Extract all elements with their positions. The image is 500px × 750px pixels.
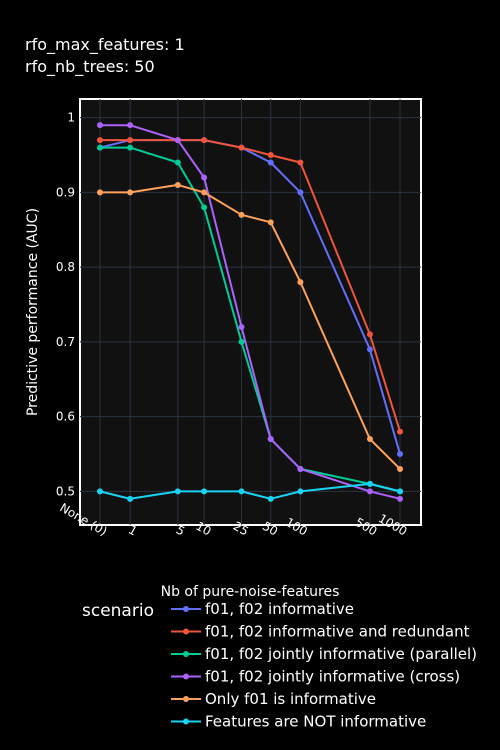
y-tick-label: 0.6 — [56, 410, 75, 424]
series-1 — [97, 137, 403, 435]
data-point — [238, 144, 245, 151]
series-5 — [97, 480, 403, 502]
data-point — [267, 152, 274, 159]
legend-swatch-marker — [183, 606, 189, 612]
plot-area — [79, 98, 422, 526]
legend-item: f01, f02 informative — [171, 600, 354, 618]
legend-item: f01, f02 informative and redundant — [171, 623, 470, 641]
data-point — [201, 174, 208, 181]
data-point — [397, 451, 403, 457]
data-point — [238, 338, 245, 345]
data-point — [238, 323, 245, 330]
data-point — [397, 465, 403, 472]
legend-swatch-marker — [183, 696, 189, 702]
data-point — [397, 428, 403, 435]
legend-item: Only f01 is informative — [171, 690, 376, 708]
data-point — [297, 279, 304, 286]
data-point — [397, 488, 403, 495]
data-point — [97, 122, 103, 129]
data-point — [201, 488, 208, 495]
data-point — [127, 495, 134, 502]
legend-label: f01, f02 jointly informative (parallel) — [205, 645, 477, 663]
y-tick-label: 0.8 — [56, 260, 75, 274]
y-axis-ticks: 0.5 0.6 0.7 0.8 0.9 1 — [56, 111, 75, 499]
data-point — [127, 144, 134, 151]
data-point — [97, 137, 103, 144]
legend-item: f01, f02 jointly informative (parallel) — [171, 645, 477, 663]
data-point — [174, 137, 181, 144]
series-layer — [97, 122, 403, 502]
grid — [80, 99, 421, 525]
legend-item: Features are NOT informative — [171, 713, 426, 731]
data-point — [297, 189, 304, 196]
data-point — [174, 159, 181, 166]
y-axis-title: Predictive performance (AUC) — [25, 208, 41, 416]
legend-label: f01, f02 informative and redundant — [205, 623, 470, 641]
data-point — [366, 436, 373, 443]
y-tick-label: 0.5 — [56, 484, 75, 498]
legend-label: f01, f02 informative — [205, 600, 354, 618]
data-point — [297, 159, 304, 166]
y-tick-label: 1 — [67, 111, 75, 125]
legend-title: scenario — [82, 601, 154, 621]
legend-swatch-marker — [183, 718, 189, 725]
data-point — [267, 159, 274, 166]
legend-label: Features are NOT informative — [205, 713, 426, 731]
data-point — [238, 488, 245, 495]
chart-title: rfo_max_features: 1 rfo_nb_trees: 50 — [25, 35, 185, 77]
data-point — [267, 436, 274, 443]
legend-label: Only f01 is informative — [205, 690, 376, 708]
data-point — [201, 204, 208, 211]
x-tick-label: 25 — [231, 519, 251, 539]
legend-swatch-marker — [183, 651, 189, 657]
data-point — [97, 189, 103, 196]
data-point — [366, 331, 373, 338]
y-tick-label: 0.9 — [56, 185, 75, 199]
data-point — [366, 488, 373, 495]
legend-swatch-marker — [183, 673, 189, 680]
data-point — [127, 137, 134, 144]
data-point — [297, 488, 304, 495]
data-point — [267, 219, 274, 226]
legend: scenario f01, f02 informative f01, f02 in… — [82, 600, 477, 731]
data-point — [397, 495, 403, 502]
legend-item: f01, f02 jointly informative (cross) — [171, 668, 460, 686]
title-line-2: rfo_nb_trees: 50 — [25, 57, 155, 77]
x-tick-label: 10 — [193, 519, 213, 539]
x-axis-title: Nb of pure-noise-features — [161, 584, 340, 600]
data-point — [201, 189, 208, 196]
data-point — [201, 137, 208, 144]
title-line-1: rfo_max_features: 1 — [25, 35, 185, 55]
legend-swatch-marker — [183, 628, 189, 635]
series-4 — [97, 181, 403, 472]
data-point — [267, 495, 274, 502]
series-3 — [97, 122, 403, 502]
data-point — [174, 181, 181, 188]
data-point — [174, 488, 181, 495]
data-point — [127, 189, 134, 196]
data-point — [366, 346, 373, 353]
data-point — [366, 480, 373, 487]
data-point — [297, 465, 304, 472]
data-point — [127, 122, 134, 129]
data-point — [97, 144, 103, 151]
legend-label: f01, f02 jointly informative (cross) — [205, 668, 460, 686]
data-point — [238, 211, 245, 218]
y-tick-label: 0.7 — [56, 335, 75, 349]
x-tick-label: 50 — [260, 519, 280, 539]
data-point — [97, 488, 103, 495]
